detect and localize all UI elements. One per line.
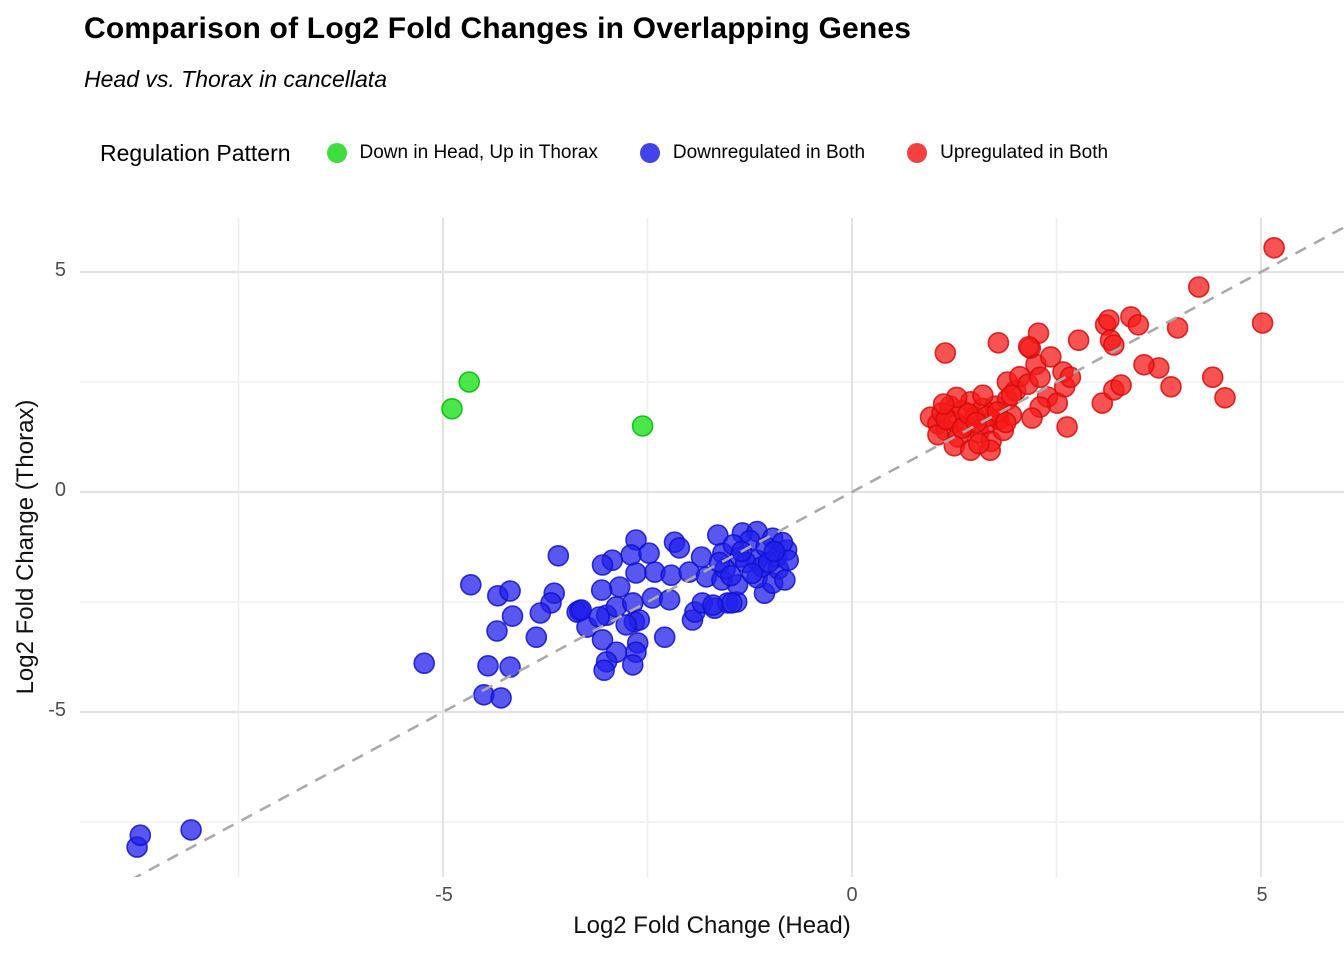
data-point [593, 659, 615, 682]
points-layer [126, 237, 1285, 858]
data-point [486, 620, 508, 642]
legend-item-down-head-up-thorax: Down in Head, Up in Thorax [326, 142, 598, 164]
legend-title: Regulation Pattern [100, 139, 291, 166]
blue-dot-icon [639, 143, 660, 163]
data-point [499, 656, 521, 678]
data-point [1166, 317, 1189, 339]
legend-item-label: Down in Head, Up in Thorax [359, 142, 598, 163]
data-point [570, 599, 593, 621]
data-point [972, 384, 994, 407]
data-point [180, 819, 202, 841]
green-dot-icon [326, 143, 347, 163]
legend-item-downregulated-both: Downregulated in Both [639, 142, 866, 164]
data-point [934, 342, 957, 364]
chart-title: Comparison of Log2 Fold Changes in Overl… [84, 12, 912, 45]
data-point [1188, 276, 1210, 298]
data-point [660, 564, 683, 587]
data-point [413, 652, 436, 675]
data-point [620, 544, 642, 566]
data-point [621, 654, 644, 676]
data-point [1067, 329, 1090, 352]
data-point [529, 602, 552, 624]
data-point [631, 415, 654, 437]
data-point [441, 397, 463, 420]
data-point [590, 579, 613, 601]
data-point [1214, 386, 1236, 409]
data-point [1103, 334, 1125, 356]
data-point [1127, 313, 1150, 336]
data-point [459, 573, 482, 596]
data-point [501, 605, 524, 627]
data-point [774, 569, 796, 591]
data-point [763, 540, 786, 563]
x-axis-tick-label: 5 [1256, 884, 1268, 906]
legend-item-label: Upregulated in Both [940, 142, 1109, 163]
y-axis-tick-label: -5 [48, 699, 66, 721]
y-axis-title: Log2 Fold Change (Thorax) [12, 399, 39, 695]
data-point [1040, 346, 1062, 368]
data-point [1021, 407, 1043, 429]
y-axis-tick-label: 5 [54, 259, 66, 281]
data-point [615, 614, 638, 636]
data-point [658, 588, 681, 611]
data-point [741, 562, 764, 585]
x-axis-tick-label: -5 [435, 884, 453, 906]
data-point [477, 654, 499, 677]
data-point [625, 562, 647, 584]
data-point [1201, 366, 1224, 389]
data-point [1251, 312, 1274, 334]
data-point [547, 544, 570, 567]
data-point [987, 331, 1010, 354]
data-point [1000, 384, 1023, 407]
data-point [1133, 353, 1155, 376]
legend-item-upregulated-both: Upregulated in Both [907, 142, 1108, 164]
data-point [653, 626, 676, 649]
chart-subtitle: Head vs. Thorax in cancellata [84, 66, 387, 92]
data-point [638, 542, 660, 565]
data-point [591, 628, 614, 651]
y-axis-tick-label: 0 [54, 479, 66, 501]
data-point [1029, 366, 1051, 389]
data-point [525, 626, 548, 649]
data-point [1160, 375, 1182, 398]
data-point [720, 592, 743, 614]
data-point [967, 432, 990, 455]
data-point [1056, 416, 1078, 438]
red-dot-icon [907, 143, 928, 163]
legend: Regulation Pattern Down in Head, Up in T… [100, 134, 1150, 172]
data-point [1110, 374, 1132, 396]
data-point [1017, 335, 1040, 358]
x-axis-title: Log2 Fold Change (Head) [573, 912, 851, 939]
data-point [668, 537, 691, 559]
data-point [591, 554, 614, 576]
data-point [129, 824, 152, 847]
data-point [490, 687, 512, 709]
data-point [458, 371, 481, 393]
data-point [499, 580, 521, 602]
legend-item-label: Downregulated in Both [672, 142, 866, 163]
data-point [932, 393, 955, 415]
data-point [1263, 237, 1285, 259]
data-point [720, 564, 742, 587]
data-point [994, 411, 1017, 434]
x-axis-tick-label: 0 [846, 884, 858, 906]
data-point [702, 594, 724, 616]
data-point [1098, 309, 1120, 331]
